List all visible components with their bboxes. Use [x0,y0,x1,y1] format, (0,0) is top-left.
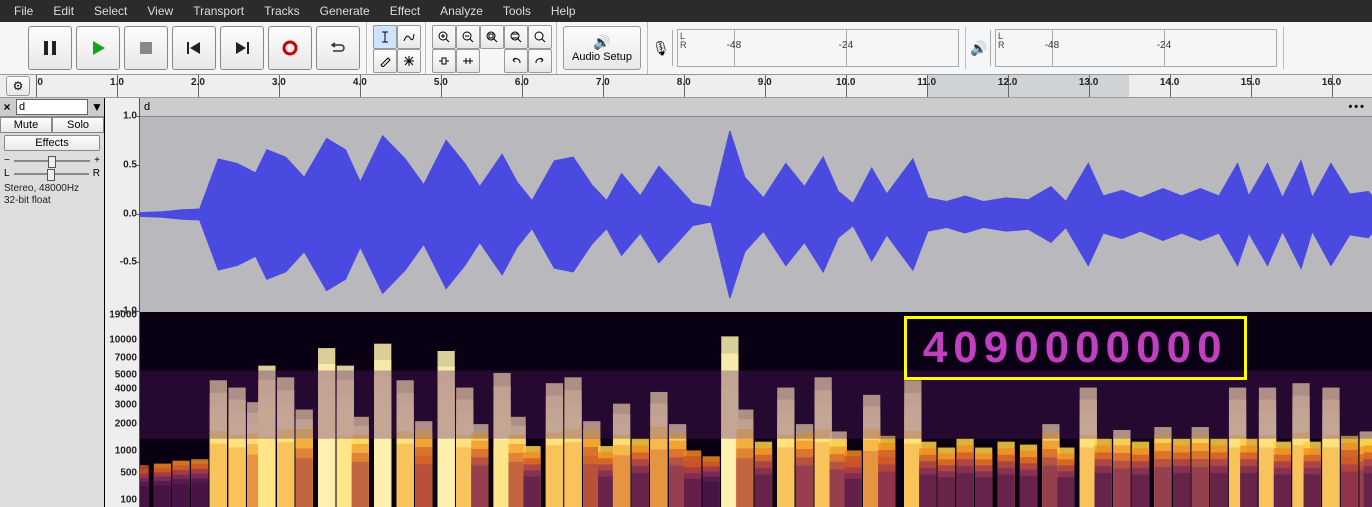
menu-select[interactable]: Select [84,2,137,20]
zoom-edit-tools [426,22,557,74]
workspace: × d ▼ Mute Solo Effects − + L R Stereo, … [0,98,1372,507]
vertical-scale[interactable]: 1.00.50.0-0.5-1.019000100007000500040003… [105,98,140,507]
pan-slider[interactable]: L R [0,168,104,179]
menu-analyze[interactable]: Analyze [430,2,493,20]
pause-button[interactable] [28,26,72,70]
effects-button[interactable]: Effects [4,135,100,151]
gain-plus-icon: + [94,155,100,166]
microphone-icon: 🎙 [650,30,673,66]
audio-setup-label: Audio Setup [572,51,632,63]
gain-minus-icon: − [4,155,10,166]
menu-effect[interactable]: Effect [380,2,430,20]
timeline-row: ⚙ 0.01.02.03.04.05.06.07.08.09.010.011.0… [0,75,1372,98]
menu-generate[interactable]: Generate [310,2,380,20]
audio-setup-group: 🔊 Audio Setup [557,22,648,74]
trim-audio-button[interactable] [432,49,456,73]
clip-title: d [144,101,150,113]
audio-setup-button[interactable]: 🔊 Audio Setup [563,26,641,70]
envelope-tool-button[interactable] [397,25,421,49]
track-close-button[interactable]: × [0,100,14,114]
menu-edit[interactable]: Edit [43,2,84,20]
fit-selection-button[interactable] [480,25,504,49]
playback-meter[interactable]: 🔊 LR -48-24 [966,27,1284,69]
track-display: d ••• 4090000000 [140,98,1372,507]
stop-button[interactable] [124,26,168,70]
spectrogram-view[interactable]: 4090000000 [140,312,1372,507]
loop-button[interactable] [316,26,360,70]
edit-tools [367,22,426,74]
skip-start-button[interactable] [172,26,216,70]
timeline-settings-button[interactable]: ⚙ [6,76,30,96]
fit-project-button[interactable] [504,25,528,49]
overlay-number: 4090000000 [904,316,1247,380]
zoom-toggle-button[interactable] [528,25,552,49]
menu-file[interactable]: File [4,2,43,20]
menubar: File Edit Select View Transport Tracks G… [0,0,1372,22]
mute-button[interactable]: Mute [0,117,52,133]
pan-right-icon: R [93,168,100,179]
menu-transport[interactable]: Transport [183,2,254,20]
track-control-panel: × d ▼ Mute Solo Effects − + L R Stereo, … [0,98,105,507]
speaker-icon: 🔊 [593,34,610,51]
record-button[interactable] [268,26,312,70]
pan-left-icon: L [4,168,10,179]
gear-icon: ⚙ [13,79,24,93]
gain-slider[interactable]: − + [0,155,104,166]
menu-view[interactable]: View [137,2,183,20]
draw-tool-button[interactable] [373,49,397,73]
solo-button[interactable]: Solo [52,117,104,133]
track-name-field[interactable]: d [16,99,88,115]
speaker-meter-icon: 🔊 [968,30,991,66]
waveform-view[interactable] [140,117,1372,312]
undo-button[interactable] [504,49,528,73]
track-format-info: Stereo, 48000Hz 32-bit float [0,179,104,211]
skip-end-button[interactable] [220,26,264,70]
track-menu-dropdown[interactable]: ▼ [90,100,104,114]
selection-tool-button[interactable] [373,25,397,49]
timeline-ruler[interactable]: 0.01.02.03.04.05.06.07.08.09.010.011.012… [36,75,1372,97]
menu-help[interactable]: Help [541,2,586,20]
toolbar-row: 🔊 Audio Setup 🎙 LR -48-24 🔊 LR -48-24 [0,22,1372,75]
clip-menu-button[interactable]: ••• [1348,101,1366,113]
redo-button[interactable] [528,49,552,73]
play-button[interactable] [76,26,120,70]
clip-title-bar[interactable]: d ••• [140,98,1372,117]
multi-tool-button[interactable] [397,49,421,73]
zoom-in-button[interactable] [432,25,456,49]
menu-tracks[interactable]: Tracks [254,2,310,20]
zoom-out-button[interactable] [456,25,480,49]
transport-toolbar [22,22,367,74]
silence-audio-button[interactable] [456,49,480,73]
recording-meter[interactable]: 🎙 LR -48-24 [648,27,966,69]
menu-tools[interactable]: Tools [493,2,541,20]
